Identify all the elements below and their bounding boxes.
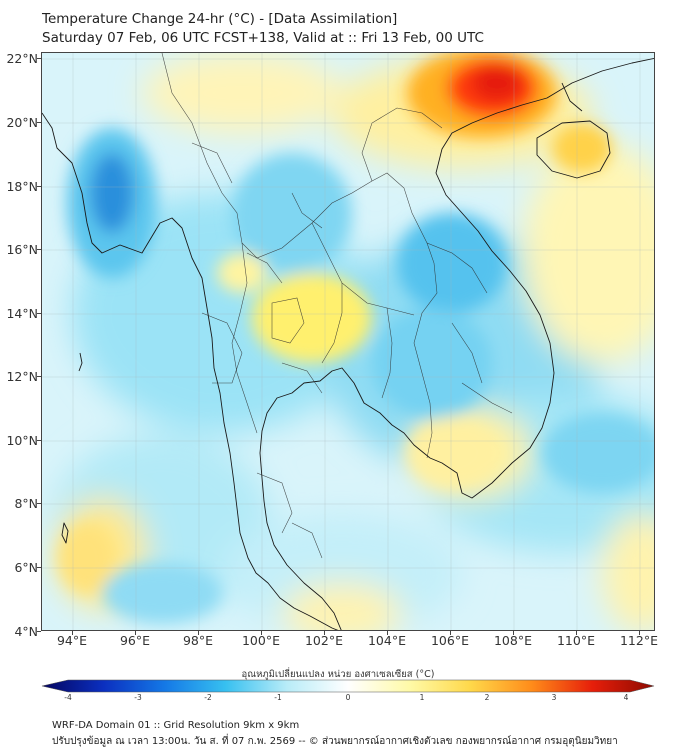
graticule xyxy=(42,53,654,630)
y-tick-label: 14°N xyxy=(6,306,38,321)
footer-model-info: WRF-DA Domain 01 :: Grid Resolution 9km … xyxy=(52,720,300,731)
colorbar-tick-label: -4 xyxy=(64,693,72,702)
x-tick-label: 104°E xyxy=(367,633,406,648)
x-tick-label: 108°E xyxy=(493,633,532,648)
x-tick-label: 100°E xyxy=(241,633,280,648)
y-tick-label: 20°N xyxy=(6,115,38,130)
colorbar-tick-label: 0 xyxy=(345,693,351,702)
colorbar-tick-label: -3 xyxy=(134,693,142,702)
colorbar-tick-label: 2 xyxy=(484,693,490,702)
colorbar-tick-label: 1 xyxy=(419,693,425,702)
y-tick-label: 16°N xyxy=(6,242,38,257)
x-tick-label: 110°E xyxy=(556,633,595,648)
x-tick xyxy=(135,631,136,635)
x-tick-label: 106°E xyxy=(430,633,469,648)
y-tick xyxy=(37,631,41,632)
y-tick xyxy=(37,186,41,187)
y-tick-label: 4°N xyxy=(14,624,38,639)
colorbar-title: อุณหภูมิเปลี่ยนแปลง หน่วย องศาเซลเซียส (… xyxy=(241,669,435,680)
colorbar-tick-label: 4 xyxy=(623,693,629,702)
colorbar-tick-label: -2 xyxy=(204,693,212,702)
y-tick xyxy=(37,376,41,377)
y-tick-label: 18°N xyxy=(6,179,38,194)
colorbar-gradient xyxy=(41,679,655,693)
y-tick xyxy=(37,313,41,314)
y-tick-label: 10°N xyxy=(6,433,38,448)
y-tick-label: 12°N xyxy=(6,369,38,384)
map-panel xyxy=(41,52,655,631)
x-tick xyxy=(639,631,640,635)
colorbar xyxy=(41,679,655,693)
x-tick xyxy=(450,631,451,635)
x-tick xyxy=(576,631,577,635)
x-tick-label: 94°E xyxy=(56,633,88,648)
x-tick-label: 112°E xyxy=(619,633,658,648)
x-tick xyxy=(513,631,514,635)
x-tick-label: 96°E xyxy=(119,633,151,648)
footer-credit: ปรับปรุงข้อมูล ณ เวลา 13:00น. วัน ส. ที่… xyxy=(52,736,618,747)
y-tick xyxy=(37,122,41,123)
colorbar-tick-label: -1 xyxy=(274,693,282,702)
political-borders xyxy=(161,53,513,559)
x-tick-label: 102°E xyxy=(304,633,343,648)
coastlines xyxy=(42,57,654,630)
x-tick xyxy=(387,631,388,635)
y-tick xyxy=(37,249,41,250)
y-tick xyxy=(37,440,41,441)
y-tick xyxy=(37,503,41,504)
y-tick-label: 8°N xyxy=(14,496,38,511)
chart-subtitle: Saturday 07 Feb, 06 UTC FCST+138, Valid … xyxy=(42,30,484,46)
temperature-field-map xyxy=(42,53,654,630)
colorbar-tick-label: 3 xyxy=(551,693,557,702)
y-tick-label: 22°N xyxy=(6,51,38,66)
x-tick xyxy=(261,631,262,635)
y-tick-label: 6°N xyxy=(14,560,38,575)
x-tick xyxy=(198,631,199,635)
y-tick xyxy=(37,567,41,568)
x-tick xyxy=(72,631,73,635)
chart-title: Temperature Change 24-hr (°C) - [Data As… xyxy=(42,11,398,27)
y-tick xyxy=(37,58,41,59)
x-tick xyxy=(324,631,325,635)
x-tick-label: 98°E xyxy=(182,633,214,648)
